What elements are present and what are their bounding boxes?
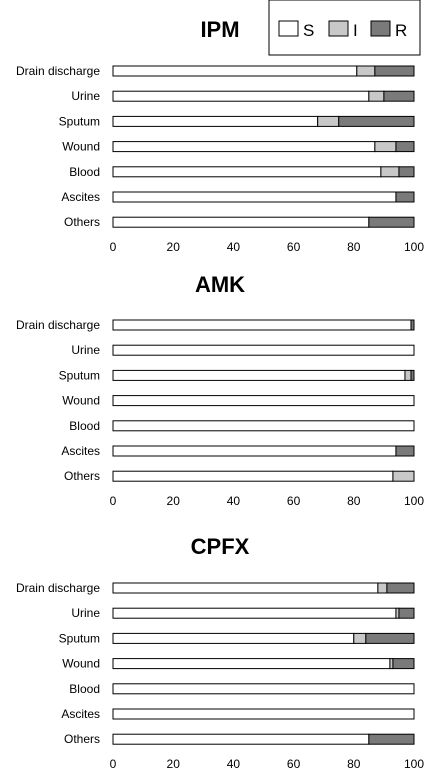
x-tick-label: 60 [287,240,301,254]
x-tick-label: 20 [167,757,181,771]
panel-title-ipm: IPM [200,17,239,42]
bar-segment-i [368,90,385,102]
bar-segment-r [368,733,415,745]
bar-segment-s [112,632,355,644]
bar-segment-s [112,582,379,594]
category-label: Others [64,732,100,746]
bar-segment-i [404,369,412,381]
x-tick-label: 80 [347,757,361,771]
x-tick-label: 100 [404,757,424,771]
bar-segment-s [112,216,370,228]
bar-segment-r [395,141,415,153]
panel-title-amk: AMK [195,272,245,297]
category-label: Ascites [61,444,100,458]
bar-segment-s [112,658,391,670]
x-tick-label: 0 [110,757,117,771]
bar-segment-s [112,733,370,745]
bar-segment-r [398,607,415,619]
legend-box: S I R [268,0,421,56]
bar-segment-s [112,607,397,619]
bar-segment-r [374,65,415,77]
bar-segment-r [392,658,415,670]
category-label: Ascites [61,190,100,204]
category-label: Wound [62,657,100,671]
category-label: Drain discharge [16,581,100,595]
bar-segment-r [338,115,415,127]
bar-segment-r [395,445,415,457]
bar-segment-r [395,191,415,203]
x-tick-label: 100 [404,240,424,254]
bar-segment-i [380,166,400,178]
bar-segment-i [374,141,397,153]
x-tick-label: 40 [227,494,241,508]
bar-segment-r [365,632,415,644]
x-tick-label: 40 [227,240,241,254]
category-label: Wound [62,394,100,408]
bar-segment-s [112,319,412,331]
x-tick-label: 60 [287,757,301,771]
bar-segment-s [112,90,370,102]
bar-segment-s [112,65,358,77]
bar-segment-i [392,470,415,482]
category-label: Others [64,469,100,483]
chart-panels: Drain discharge Urine Sputum Wound Blood Asci… [16,64,424,771]
bar-segment-r [383,90,415,102]
panel-cpfx: Drain discharge Urine Sputum Wound Blood Asci… [16,581,424,771]
panel-amk: Drain discharge Urine Sputum Wound Blood Asci… [16,318,424,508]
legend-swatch-s [278,20,299,37]
category-label: Blood [69,165,100,179]
legend-label-s: S [303,21,314,40]
x-tick-label: 40 [227,757,241,771]
panel-ipm: Drain discharge Urine Sputum Wound Blood Asci… [16,64,424,254]
bar-segment-r [386,582,415,594]
bar-segment-r [410,319,415,331]
bar-segment-s [112,683,415,695]
category-label: Sputum [59,368,100,382]
bar-segment-i [356,65,376,77]
x-tick-label: 80 [347,494,361,508]
bar-segment-s [112,166,382,178]
x-tick-label: 0 [110,494,117,508]
category-label: Urine [71,606,100,620]
x-tick-label: 0 [110,240,117,254]
bar-segment-r [398,166,415,178]
x-tick-label: 20 [167,240,181,254]
bar-segment-s [112,445,397,457]
x-tick-label: 80 [347,240,361,254]
bar-segment-s [112,395,415,407]
bar-segment-s [112,115,319,127]
category-label: Urine [71,343,100,357]
bar-segment-s [112,470,394,482]
bar-segment-s [112,708,415,720]
category-label: Drain discharge [16,318,100,332]
x-tick-label: 100 [404,494,424,508]
category-label: Blood [69,419,100,433]
bar-segment-i [377,582,388,594]
bar-segment-s [112,141,376,153]
legend-swatch-r [370,20,391,37]
category-label: Blood [69,682,100,696]
legend-swatch-i [328,20,349,37]
legend-label-r: R [395,21,407,40]
category-label: Sputum [59,114,100,128]
bar-segment-s [112,191,397,203]
category-label: Others [64,215,100,229]
category-label: Wound [62,140,100,154]
category-label: Drain discharge [16,64,100,78]
category-label: Ascites [61,707,100,721]
bar-segment-i [353,632,367,644]
bar-segment-s [112,344,415,356]
bar-segment-s [112,369,406,381]
bar-segment-s [112,420,415,432]
x-tick-label: 20 [167,494,181,508]
category-label: Sputum [59,631,100,645]
bar-segment-i [317,115,340,127]
bar-segment-r [368,216,415,228]
x-tick-label: 60 [287,494,301,508]
bar-segment-r [410,369,415,381]
category-label: Urine [71,89,100,103]
legend-label-i: I [353,21,358,40]
panel-title-cpfx: CPFX [191,534,250,559]
